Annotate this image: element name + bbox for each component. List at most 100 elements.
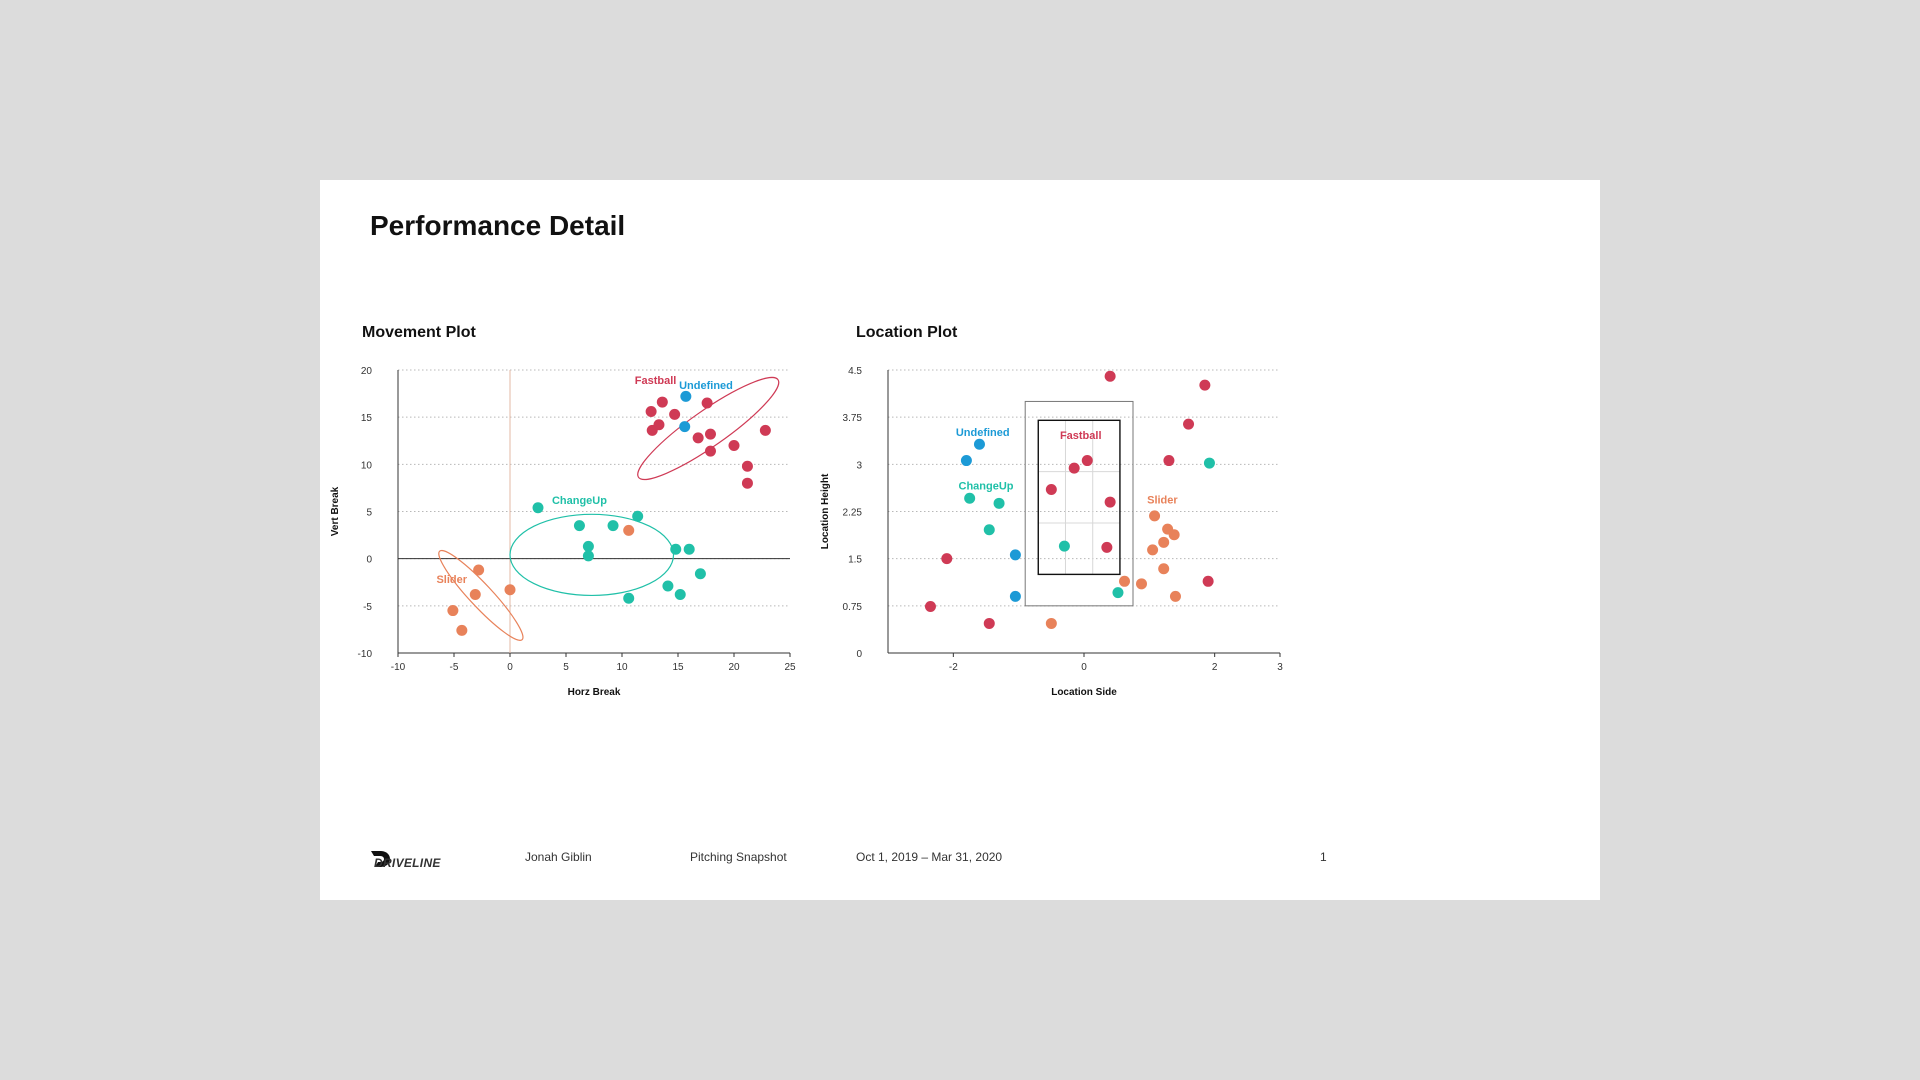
location-y-tick-label: 4.5 (848, 366, 862, 377)
location-undefined-point (1009, 590, 1021, 602)
movement-slider-label: Slider (436, 574, 467, 586)
movement-fastball-point (669, 408, 681, 420)
location-fastball-label: Fastball (1060, 430, 1102, 442)
movement-x-axis-title: Horz Break (568, 687, 621, 698)
location-fastball-point (1081, 455, 1093, 467)
movement-changeup-point (674, 589, 686, 601)
movement-changeup-point (694, 568, 706, 580)
movement-fastball-label: Fastball (635, 375, 677, 387)
movement-fastball-point (653, 419, 665, 431)
location-undefined-point (1009, 549, 1021, 561)
page-title: Performance Detail (370, 210, 626, 241)
movement-y-tick-label: -5 (363, 602, 372, 613)
movement-changeup-point (532, 502, 544, 514)
location-fastball-point (924, 600, 936, 612)
location-slider-point (1169, 590, 1181, 602)
movement-fastball-point (759, 424, 771, 436)
location-y-tick-label: 2.25 (843, 508, 863, 519)
location-slider-point (1119, 575, 1131, 587)
driveline-logo-icon (371, 851, 390, 867)
movement-slider-point (504, 584, 516, 596)
location-fastball-point (1202, 575, 1214, 587)
brand-name: DRIVELINE (374, 856, 441, 870)
movement-fastball-point (692, 432, 704, 444)
movement-changeup-point (623, 592, 635, 604)
location-changeup-point (964, 492, 976, 504)
movement-y-axis-title: Vert Break (330, 486, 341, 536)
location-undefined-point (960, 455, 972, 467)
movement-undefined-point (679, 421, 691, 433)
location-changeup-point (1058, 540, 1070, 552)
movement-fastball-ellipse (637, 376, 780, 481)
movement-x-tick-label: 5 (563, 662, 569, 673)
movement-plot-title: Movement Plot (362, 324, 476, 341)
location-y-axis-title: Location Height (820, 473, 831, 549)
location-x-tick-label: -2 (949, 662, 958, 673)
movement-undefined-label: Undefined (679, 380, 733, 392)
location-changeup-point (983, 524, 995, 536)
movement-slider-point (473, 564, 485, 576)
movement-changeup-label: ChangeUp (552, 495, 607, 507)
movement-fastball-point (741, 477, 753, 489)
location-x-tick-label: 0 (1081, 662, 1087, 673)
movement-y-tick-label: 20 (361, 366, 373, 377)
movement-fastball-point (704, 428, 716, 440)
movement-fastball-point (704, 445, 716, 457)
strike-zone-inner (1037, 419, 1121, 576)
location-fastball-point (1104, 496, 1116, 508)
movement-y-tick-label: 0 (366, 555, 372, 566)
location-fastball-point (1183, 418, 1195, 430)
movement-x-tick-label: 25 (784, 662, 796, 673)
location-slider-label: Slider (1147, 494, 1178, 506)
movement-changeup-point (573, 520, 585, 532)
player-name: Jonah Giblin (525, 850, 592, 864)
location-plot: 0 0.75 1.5 2.25 3 3.75 4.5 -2 0 2 3 Location Side Lo… (820, 366, 1283, 698)
location-undefined-point (973, 438, 985, 450)
location-slider-point (1045, 617, 1057, 629)
location-fastball-point (1163, 455, 1175, 467)
movement-y-tick-label: 15 (361, 413, 373, 424)
location-slider-point (1158, 563, 1170, 575)
movement-changeup-point (662, 580, 674, 592)
movement-fastball-point (656, 396, 668, 408)
page-number: 1 (1320, 850, 1327, 864)
movement-changeup-point (632, 510, 644, 522)
location-changeup-point (1112, 587, 1124, 599)
location-slider-point (1149, 510, 1161, 522)
movement-changeup-ellipse (509, 513, 675, 597)
movement-x-tick-label: 10 (616, 662, 628, 673)
location-y-tick-label: 1.5 (848, 555, 862, 566)
location-changeup-label: ChangeUp (959, 480, 1014, 492)
movement-y-tick-label: 10 (361, 460, 373, 471)
movement-slider-point (623, 524, 635, 536)
movement-y-tick-label: 5 (366, 508, 372, 519)
movement-x-tick-label: -10 (391, 662, 406, 673)
movement-slider-point (447, 605, 459, 617)
location-slider-point (1135, 578, 1147, 590)
location-fastball-point (1068, 462, 1080, 474)
movement-x-tick-label: 0 (507, 662, 513, 673)
movement-fastball-point (728, 439, 740, 451)
report-name: Pitching Snapshot (690, 850, 787, 864)
movement-x-tick-label: -5 (450, 662, 459, 673)
location-changeup-point (993, 497, 1005, 509)
movement-fastball-point (645, 406, 657, 418)
strike-zone-outer (1024, 400, 1134, 607)
report-slide: Performance Detail Movement Plot -10 -5 0 5… (320, 180, 1600, 900)
location-x-tick-label: 3 (1277, 662, 1283, 673)
movement-slider-point (456, 624, 468, 636)
location-fastball-point (1104, 370, 1116, 382)
driveline-logo: DRIVELINE (370, 846, 440, 872)
movement-changeup-point (683, 543, 695, 555)
location-y-tick-label: 0.75 (843, 602, 863, 613)
location-undefined-label: Undefined (956, 427, 1010, 439)
movement-fastball-point (741, 460, 753, 472)
movement-changeup-point (670, 543, 682, 555)
movement-plot: -10 -5 0 5 10 15 20 -10 -5 0 5 10 15 20 25 Horz Break Ve… (330, 366, 796, 698)
location-slider-point (1147, 544, 1159, 556)
location-fastball-point (1199, 379, 1211, 391)
movement-x-tick-label: 20 (728, 662, 740, 673)
location-plot-title: Location Plot (856, 324, 958, 341)
footer: DRIVELINE Jonah Giblin Pitching Snapshot… (320, 840, 1600, 880)
location-fastball-point (1101, 541, 1113, 553)
